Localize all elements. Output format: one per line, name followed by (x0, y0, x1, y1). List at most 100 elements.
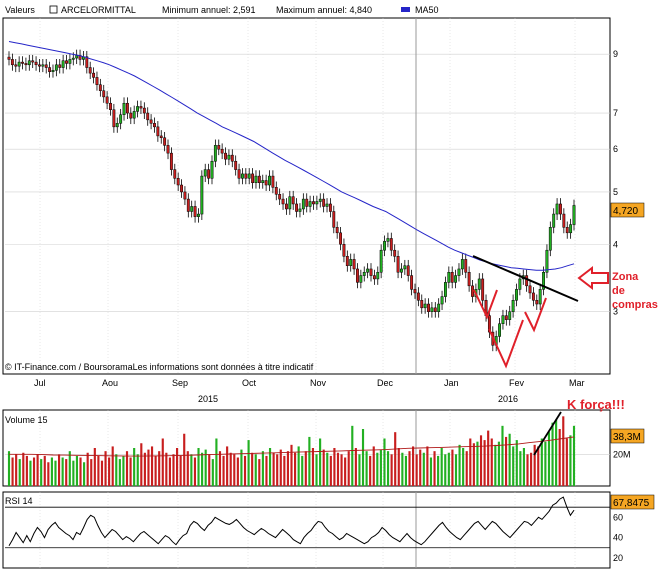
volume-bar (43, 455, 46, 486)
year-tick-label: 2016 (498, 394, 518, 404)
volume-bar (183, 433, 186, 486)
candle-body (288, 196, 292, 210)
candle-body (274, 187, 278, 195)
volume-bar (390, 454, 393, 486)
candle-body (142, 107, 146, 114)
volume-bar (504, 436, 508, 486)
candle-body (359, 275, 363, 283)
candle-body (129, 112, 133, 119)
volume-bar (451, 449, 454, 486)
candle-body (386, 238, 390, 242)
series-swatch (49, 5, 58, 14)
candle-body (504, 315, 508, 320)
month-tick-label: Jan (444, 378, 459, 388)
candle-body (322, 198, 326, 207)
volume-bar (29, 460, 32, 486)
candle-body (515, 289, 518, 301)
volume-bar (204, 449, 207, 486)
volume-bar (215, 438, 218, 486)
candle-body (369, 268, 373, 276)
volume-bar (440, 448, 443, 486)
volume-bar (18, 459, 21, 486)
volume-bar (429, 457, 433, 486)
candle-body (51, 70, 55, 72)
candle-body (109, 102, 112, 110)
volume-bar (526, 454, 529, 486)
volume-bar (479, 435, 483, 486)
month-tick-label: Oct (242, 378, 257, 388)
volume-bar (297, 446, 300, 486)
candle-body (227, 154, 231, 160)
candle-body (433, 307, 437, 312)
candle-body (31, 60, 35, 63)
volume-bar (79, 457, 82, 486)
volume-bar (286, 451, 289, 486)
chart-header: Valeurs ARCELORMITTAL Minimum annuel: 2,… (5, 5, 439, 15)
volume-ma-line (9, 436, 575, 457)
volume-bar (376, 452, 379, 486)
volume-bar (547, 432, 551, 486)
price-tick-label: 3 (613, 307, 618, 317)
volume-bar (401, 452, 404, 486)
volume-bar (329, 455, 332, 486)
candle-body (545, 249, 549, 273)
volume-bar (308, 436, 311, 486)
volume-bar (83, 462, 86, 486)
volume-bar (125, 451, 129, 486)
volume-bar (65, 459, 68, 486)
candle-body (477, 278, 481, 290)
volume-bar (369, 455, 372, 486)
volume-bar (290, 444, 293, 486)
candle-body (548, 227, 552, 251)
candle-body (27, 60, 31, 66)
candle-body (102, 90, 106, 98)
volume-bar (115, 454, 118, 486)
candle-body (132, 111, 136, 119)
volume-bar (186, 451, 189, 486)
candle-body (356, 268, 359, 283)
candle-body (24, 63, 28, 66)
candle-body (220, 148, 224, 154)
candle-body (98, 84, 102, 91)
candle-body (278, 194, 282, 200)
candle-body (230, 154, 234, 162)
candle-body (325, 203, 329, 207)
volume-bar (122, 455, 125, 486)
candle-body (207, 169, 211, 179)
candle-body (34, 61, 38, 66)
ma-label: MA50 (415, 5, 439, 15)
candle-body (244, 173, 248, 179)
candle-body (389, 238, 393, 251)
candle-body (528, 285, 532, 294)
series-label: Valeurs (5, 5, 35, 15)
candle-body (257, 175, 261, 183)
volume-bar (469, 438, 472, 486)
candle-body (464, 259, 468, 273)
candle-body (345, 256, 349, 266)
volume-bar (193, 457, 197, 486)
volume-bar (336, 452, 340, 486)
candle-body (335, 227, 339, 234)
volume-bar (544, 441, 547, 486)
volume-bar (383, 438, 386, 486)
volume-bar (172, 454, 175, 486)
candle-body (413, 289, 417, 294)
volume-bar (315, 454, 318, 486)
volume-bar (372, 446, 375, 486)
candle-body (376, 271, 380, 280)
candle-body (284, 203, 288, 210)
volume-bar (347, 451, 350, 486)
candle-body (186, 198, 190, 212)
volume-bar (415, 454, 418, 486)
ma-swatch (401, 7, 410, 12)
volume-bar (515, 440, 518, 486)
volume-bar (326, 452, 329, 486)
instrument-name: ARCELORMITTAL (61, 5, 136, 15)
candle-body (349, 259, 353, 266)
grid-layer (5, 18, 610, 568)
candle-body (180, 184, 183, 193)
volume-bar (361, 429, 365, 486)
annotation-layer: Zona de compras K força!!! (472, 255, 658, 456)
candle-body (332, 211, 336, 228)
candle-body (437, 303, 441, 312)
